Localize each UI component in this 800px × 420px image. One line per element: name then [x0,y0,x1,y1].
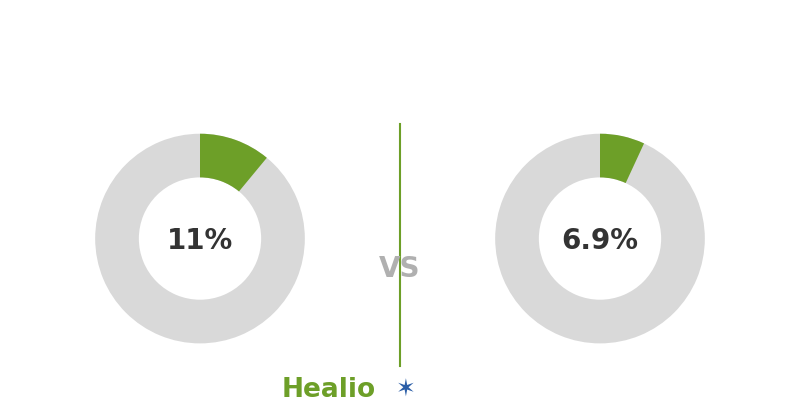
Text: 6.9%: 6.9% [562,227,638,255]
Wedge shape [600,134,644,183]
Text: Healio: Healio [282,377,376,403]
Text: ✶: ✶ [396,378,416,402]
Text: VS: VS [379,255,421,283]
Text: liver-related mortality at 10 years vs. men:: liver-related mortality at 10 years vs. … [172,75,628,94]
Text: Women had a higher cumulative incidence of: Women had a higher cumulative incidence … [162,33,638,52]
Wedge shape [200,134,267,192]
Text: 11%: 11% [167,227,233,255]
Wedge shape [495,134,705,344]
Wedge shape [95,134,305,344]
